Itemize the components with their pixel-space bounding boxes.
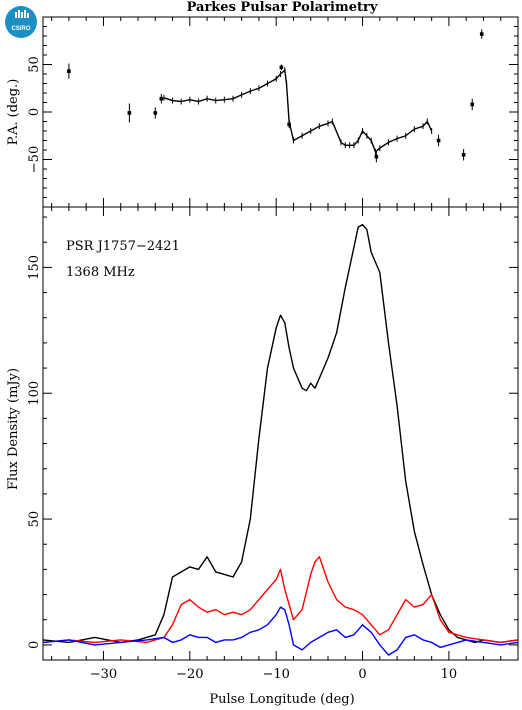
- x-tick-label: −20: [176, 667, 203, 682]
- frequency-label: 1368 MHz: [66, 265, 135, 280]
- y-tick-label: 0: [27, 641, 42, 649]
- pulsar-name-label: PSR J1757−2421: [66, 239, 180, 254]
- x-tick-label: 10: [441, 667, 458, 682]
- pa-point: [470, 102, 475, 107]
- pa-point: [479, 32, 484, 36]
- y-tick-label: −50: [27, 146, 42, 173]
- pa-point: [279, 65, 284, 70]
- linear-polarization-line: [42, 556, 519, 644]
- flux-y-axis-label: Flux Density (mJy): [6, 368, 21, 490]
- pa-point: [153, 111, 158, 115]
- svg-text:CSIRO: CSIRO: [11, 26, 30, 32]
- x-tick-label: 0: [358, 667, 366, 682]
- plot-frame: [42, 206, 519, 661]
- y-tick-label: 50: [27, 511, 42, 528]
- pa-y-axis-label: P.A. (deg.): [6, 79, 21, 146]
- pa-point: [67, 69, 71, 73]
- pa-point: [159, 96, 164, 101]
- pa-curve: [163, 68, 433, 154]
- csiro-logo: CSIRO: [5, 6, 37, 38]
- pa-panel: −50 0 50: [27, 16, 519, 208]
- y-tick-label: 150: [27, 255, 42, 280]
- plot-frame: [42, 16, 519, 208]
- pa-point: [374, 154, 379, 159]
- pa-point: [127, 111, 132, 115]
- y-tick-label: 100: [27, 381, 42, 406]
- pa-point: [287, 122, 291, 127]
- pa-point: [461, 152, 466, 157]
- total-intensity-line: [42, 223, 519, 644]
- circular-polarization-line: [42, 606, 519, 656]
- flux-x-axis-label: Pulse Longitude (deg): [209, 692, 354, 707]
- y-tick-label: 0: [27, 108, 42, 116]
- x-tick-label: −10: [262, 667, 289, 682]
- y-tick-label: 50: [27, 56, 42, 73]
- chart-title: Parkes Pulsar Polarimetry: [187, 0, 378, 15]
- pa-point: [436, 138, 441, 143]
- x-tick-label: −30: [90, 667, 117, 682]
